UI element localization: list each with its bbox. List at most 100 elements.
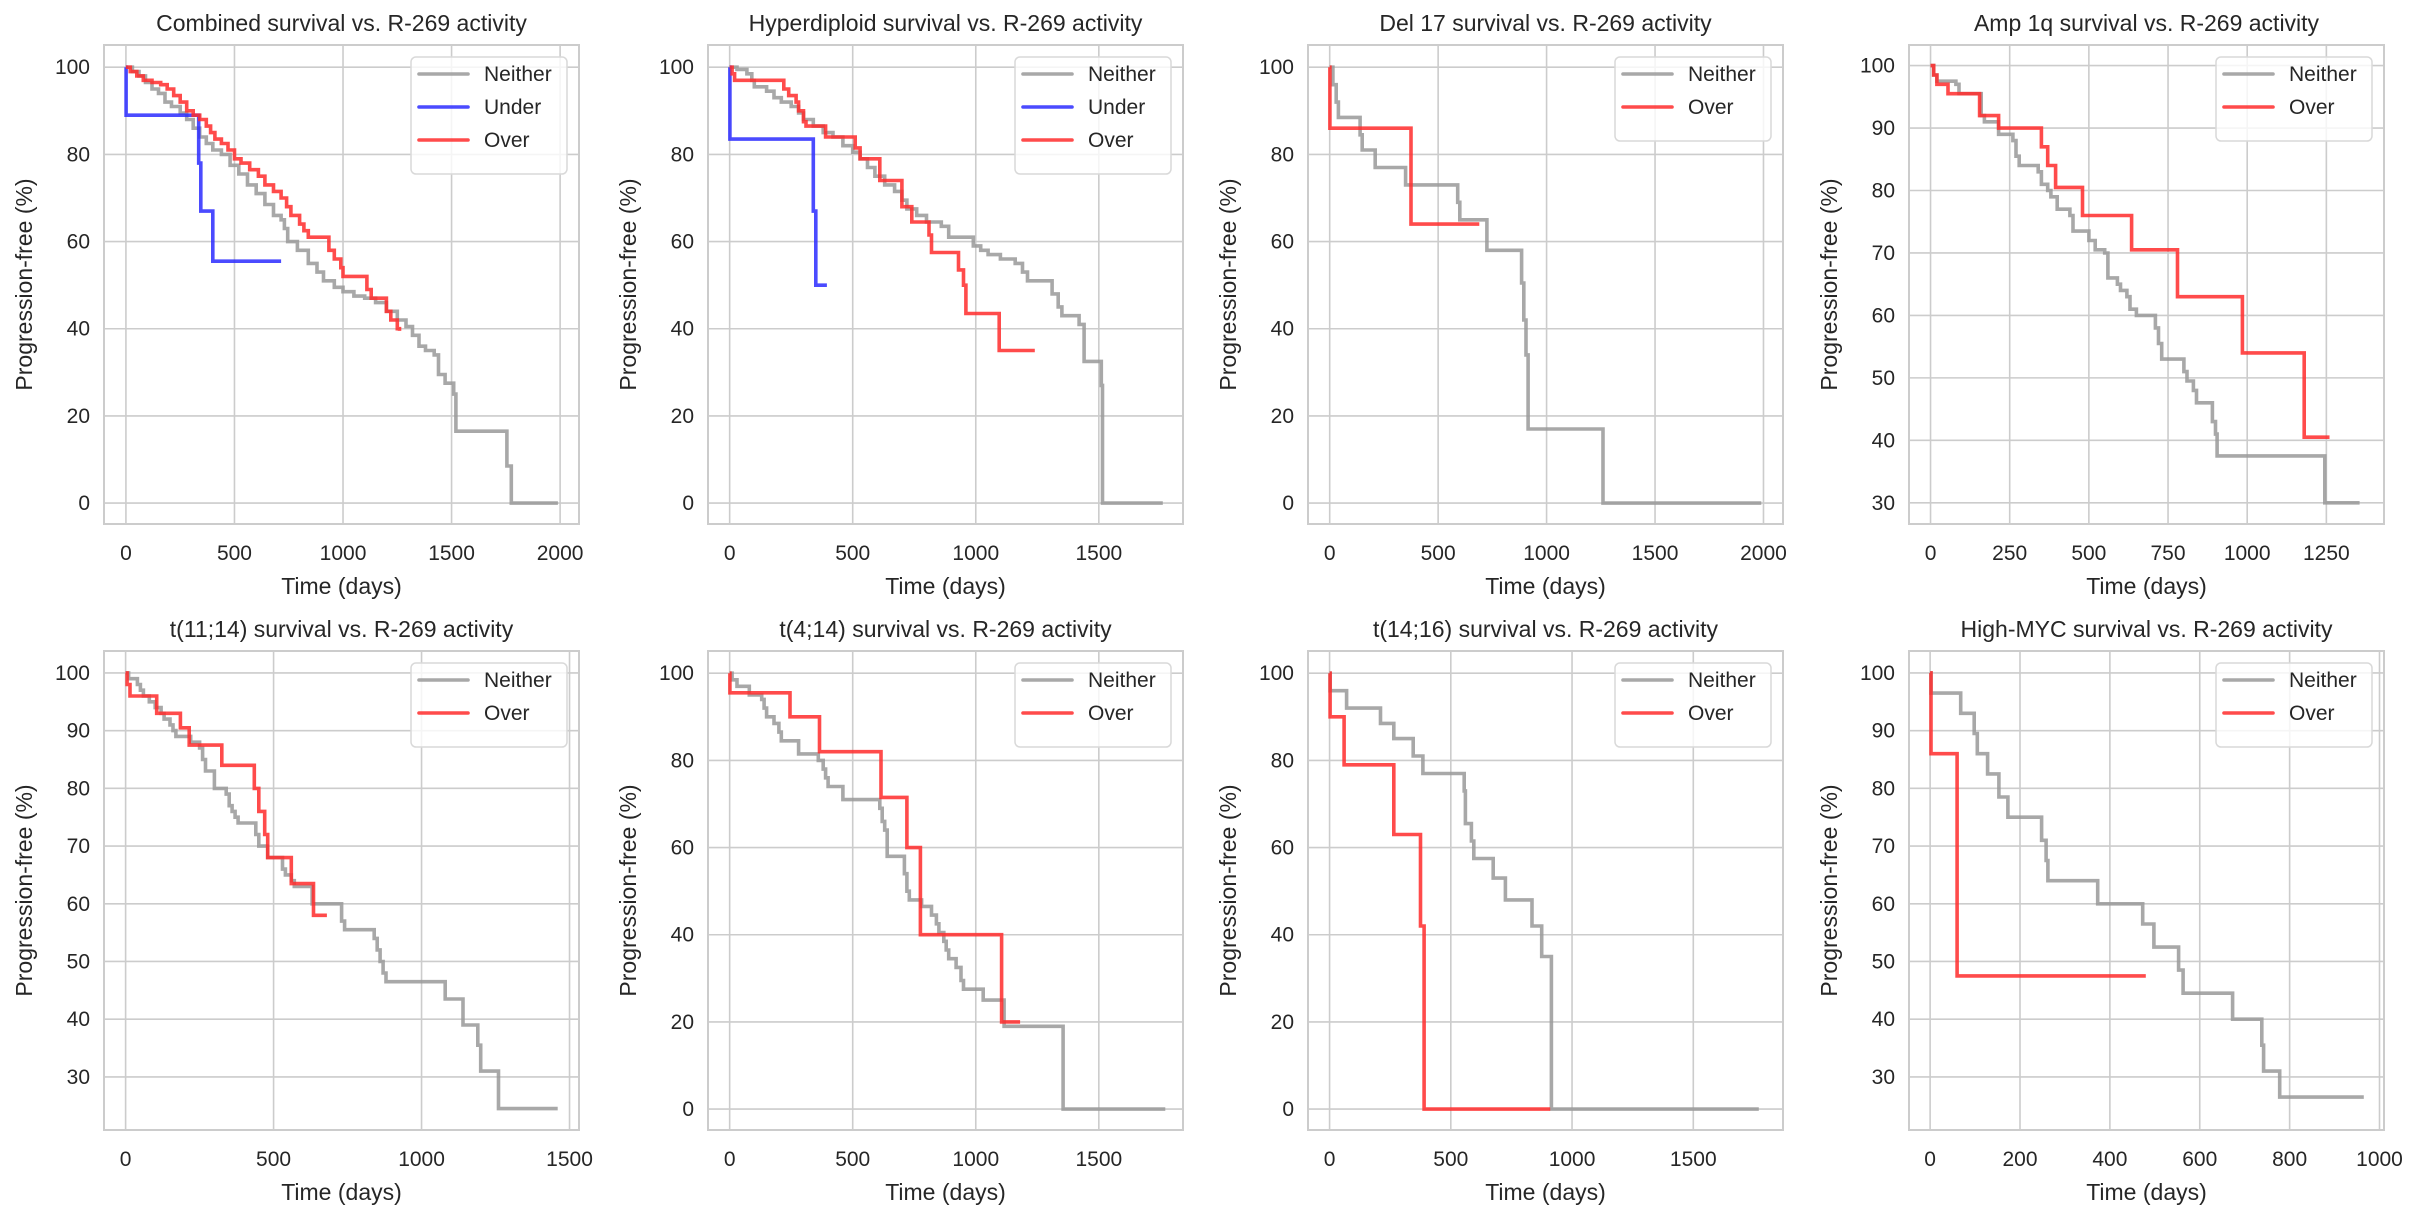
y-tick-label: 80: [1271, 749, 1294, 772]
chart-title: t(11;14) survival vs. R-269 activity: [170, 616, 514, 642]
legend-label-neither: Neither: [484, 669, 552, 692]
x-axis-label: Time (days): [1485, 573, 1606, 599]
y-tick-label: 40: [1271, 318, 1294, 341]
y-tick-label: 80: [1872, 180, 1895, 203]
km-curve-neither: [729, 65, 1163, 505]
x-tick-label: 1000: [952, 542, 999, 565]
x-tick-label: 1000: [1549, 1148, 1596, 1171]
km-curve-over: [1929, 671, 2146, 978]
legend-label-over: Over: [1088, 129, 1134, 152]
y-tick-label: 80: [67, 777, 90, 800]
legend-label-neither: Neither: [1088, 669, 1156, 692]
x-tick-label: 600: [2182, 1148, 2217, 1171]
y-tick-label: 20: [1271, 405, 1294, 428]
x-tick-label: 1500: [428, 542, 475, 565]
legend-label-over: Over: [1688, 702, 1734, 725]
x-tick-label: 1000: [1523, 542, 1570, 565]
y-tick-label: 60: [67, 893, 90, 916]
x-axis-label: Time (days): [885, 573, 1006, 599]
x-tick-label: 1500: [1670, 1148, 1717, 1171]
x-tick-label: 2000: [537, 542, 584, 565]
y-tick-label: 60: [1271, 231, 1294, 254]
x-tick-label: 500: [1433, 1148, 1468, 1171]
chart-title: Hyperdiploid survival vs. R-269 activity: [749, 10, 1143, 36]
y-tick-label: 80: [671, 749, 694, 772]
x-tick-label: 500: [835, 542, 870, 565]
legend: Neither Under Over: [410, 56, 568, 175]
x-tick-label: 500: [835, 1148, 870, 1171]
km-curve-neither: [1329, 65, 1762, 505]
y-tick-label: 70: [67, 835, 90, 858]
y-tick-label: 90: [1872, 117, 1895, 140]
y-axis-label: Progression-free (%): [11, 784, 37, 996]
y-axis-label: Progression-free (%): [615, 178, 641, 390]
legend-label-over: Over: [1688, 96, 1734, 119]
y-tick-label: 0: [1282, 1098, 1294, 1121]
x-tick-label: 1000: [2356, 1148, 2403, 1171]
y-tick-label: 40: [671, 924, 694, 947]
axes-frame: [1307, 650, 1784, 1131]
y-tick-label: 0: [1282, 492, 1294, 515]
x-axis-label: Time (days): [885, 1179, 1006, 1205]
y-axis-label: Progression-free (%): [11, 178, 37, 390]
y-tick-label: 80: [67, 143, 90, 166]
y-tick-label: 40: [67, 1008, 90, 1031]
km-curve-neither: [1328, 671, 1759, 1111]
legend-frame: [1614, 56, 1772, 142]
x-tick-label: 1500: [546, 1148, 593, 1171]
y-tick-label: 40: [67, 318, 90, 341]
y-tick-label: 100: [659, 56, 694, 79]
subplot-t-11-14: 0 500 1000 1500 30 40 50 60 70 80 90 100 t(11;14) su…: [11, 616, 593, 1205]
y-tick-label: 60: [1271, 837, 1294, 860]
x-tick-label: 2000: [1740, 542, 1787, 565]
subplot-amp-1q: 0 250 500 750 1000 1250 30 40 50 60 70 80 90 100 Amp 1…: [1816, 10, 2385, 599]
legend-label-neither: Neither: [1688, 63, 1756, 86]
x-tick-label: 0: [724, 542, 736, 565]
x-tick-label: 0: [724, 1148, 736, 1171]
y-tick-label: 0: [682, 1098, 694, 1121]
km-curve-under: [124, 65, 282, 263]
subplot-hyperdiploid: 0 500 1000 1500 0 20 40 60 80 100 Hyperdiploid sur…: [615, 10, 1184, 599]
x-tick-label: 500: [1421, 542, 1456, 565]
x-tick-label: 0: [1925, 542, 1937, 565]
km-curve-over: [728, 671, 1021, 1024]
km-curve-over: [125, 671, 327, 918]
x-axis-label: Time (days): [2086, 573, 2207, 599]
legend: Neither Over: [2215, 56, 2373, 142]
km-curve-over: [125, 65, 402, 331]
x-axis-label: Time (days): [281, 1179, 402, 1205]
legend-frame: [2215, 56, 2373, 142]
km-curve-neither: [1929, 671, 2364, 1099]
x-tick-label: 500: [256, 1148, 291, 1171]
x-tick-label: 250: [1992, 542, 2027, 565]
legend-label-neither: Neither: [484, 63, 552, 86]
x-tick-label: 0: [1924, 1148, 1936, 1171]
axes-frame: [1307, 44, 1784, 525]
km-curve-over: [1930, 63, 2330, 439]
y-tick-label: 60: [1872, 304, 1895, 327]
y-tick-label: 90: [67, 720, 90, 743]
y-tick-label: 40: [1271, 924, 1294, 947]
x-tick-label: 0: [120, 542, 132, 565]
x-tick-label: 0: [1324, 542, 1336, 565]
km-curve-over: [1328, 671, 1551, 1111]
legend-frame: [410, 56, 568, 175]
y-tick-label: 70: [1872, 835, 1895, 858]
legend-label-over: Over: [1088, 702, 1134, 725]
km-curve-neither: [125, 65, 558, 505]
legend: Neither Over: [1614, 56, 1772, 142]
km-curve-neither: [729, 671, 1166, 1111]
legend-frame: [2215, 662, 2373, 748]
y-tick-label: 20: [67, 405, 90, 428]
y-tick-label: 60: [671, 837, 694, 860]
legend-label-neither: Neither: [2289, 669, 2357, 692]
legend-label-over: Over: [2289, 96, 2335, 119]
x-tick-label: 1500: [1075, 1148, 1122, 1171]
legend: Neither Over: [1014, 662, 1172, 748]
x-tick-label: 1000: [398, 1148, 445, 1171]
chart-title: Combined survival vs. R-269 activity: [156, 10, 527, 36]
y-tick-label: 60: [67, 231, 90, 254]
x-tick-label: 500: [2071, 542, 2106, 565]
y-tick-label: 20: [1271, 1011, 1294, 1034]
